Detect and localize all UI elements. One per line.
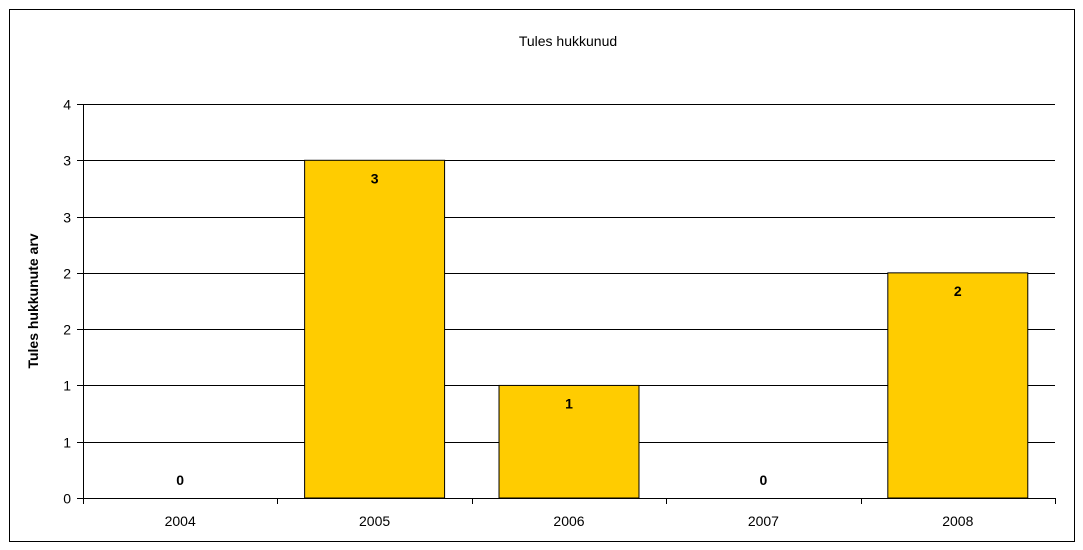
x-tick-label: 2005: [359, 513, 390, 529]
x-tick-label: 2004: [165, 513, 196, 529]
x-tick-label: 2006: [553, 513, 584, 529]
y-tick-label: 2: [63, 266, 71, 282]
data-label: 0: [176, 472, 184, 488]
data-label: 3: [371, 170, 379, 186]
y-tick-label: 1: [63, 435, 71, 451]
y-tick-label: 0: [63, 491, 71, 507]
y-tick-label: 4: [63, 97, 71, 113]
x-tick-label: 2007: [748, 513, 779, 529]
data-label: 1: [565, 395, 573, 411]
chart-title: Tules hukkunud: [519, 33, 617, 49]
y-tick-label: 1: [63, 378, 71, 394]
data-label: 2: [954, 283, 962, 299]
y-tick-label: 3: [63, 153, 71, 169]
bar: [498, 384, 640, 499]
bar: [887, 272, 1029, 499]
y-axis-label: Tules hukkunute arv: [25, 233, 41, 368]
y-tick-label: 2: [63, 322, 71, 338]
bars: [304, 159, 1029, 499]
data-labels: 0 3 1 0 2: [176, 170, 962, 488]
x-tick-label: 2008: [942, 513, 973, 529]
axes: 0 1 1 2 2 3 3 4 2004 2005 2006 2007 2008: [63, 97, 1056, 529]
bar: [304, 159, 446, 499]
y-tick-label: 3: [63, 210, 71, 226]
data-label: 0: [760, 472, 768, 488]
